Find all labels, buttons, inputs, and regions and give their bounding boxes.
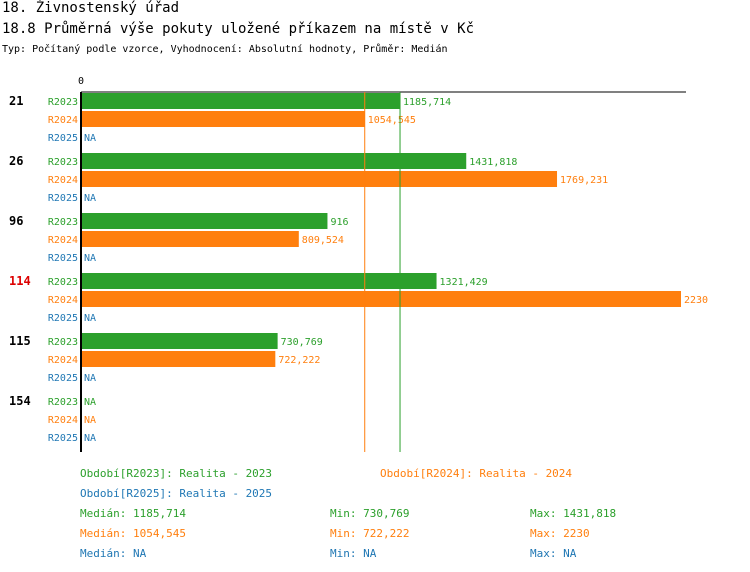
- series-label: R2023: [48, 337, 78, 348]
- legend-min-r2024: Min: 722,222: [330, 527, 410, 540]
- legend-median-r2024: Medián: 1054,545: [80, 527, 186, 540]
- data-label: NA: [84, 193, 96, 204]
- bar: [81, 273, 437, 289]
- data-label: NA: [84, 433, 96, 444]
- data-label: NA: [84, 373, 96, 384]
- bar: [81, 333, 278, 349]
- data-label: 809,524: [302, 235, 344, 246]
- data-label: 2230: [684, 295, 708, 306]
- bar: [81, 93, 401, 109]
- legend-period-r2024: Období[R2024]: Realita - 2024: [380, 467, 573, 480]
- legend-median-r2025: Medián: NA: [80, 547, 147, 560]
- data-label: 722,222: [278, 355, 320, 366]
- chart-meta: Typ: Počítaný podle vzorce, Vyhodnocení:…: [2, 44, 448, 55]
- legend-max-r2023: Max: 1431,818: [530, 507, 617, 520]
- series-label: R2023: [48, 397, 78, 408]
- data-label: 916: [330, 217, 348, 228]
- legend-median-r2023: Medián: 1185,714: [80, 507, 186, 520]
- series-label: R2025: [48, 193, 78, 204]
- bar: [81, 111, 365, 127]
- bar: [81, 231, 299, 247]
- legend-period-r2025: Období[R2025]: Realita - 2025: [80, 487, 273, 500]
- bar: [81, 213, 328, 229]
- series-label: R2024: [48, 295, 78, 306]
- group-label: 96: [9, 214, 23, 228]
- series-label: R2023: [48, 217, 78, 228]
- data-label: NA: [84, 415, 96, 426]
- data-label: NA: [84, 397, 96, 408]
- series-label: R2023: [48, 157, 78, 168]
- series-label: R2025: [48, 433, 78, 444]
- data-label: NA: [84, 313, 96, 324]
- group-label: 21: [9, 94, 23, 108]
- series-label: R2025: [48, 253, 78, 264]
- bar: [81, 351, 276, 367]
- legend-max-r2024: Max: 2230: [530, 527, 590, 540]
- series-label: R2025: [48, 133, 78, 144]
- series-label: R2024: [48, 115, 78, 126]
- series-label: R2023: [48, 97, 78, 108]
- legend-min-r2023: Min: 730,769: [330, 507, 410, 520]
- legend-min-r2025: Min: NA: [330, 547, 377, 560]
- bar: [81, 171, 558, 187]
- legend-period-r2023: Období[R2023]: Realita - 2023: [80, 467, 273, 480]
- group-label: 115: [9, 334, 31, 348]
- series-label: R2025: [48, 373, 78, 384]
- data-label: 1054,545: [368, 115, 416, 126]
- group-label: 154: [9, 394, 31, 408]
- bar: [81, 153, 467, 169]
- chart-title: 18.8 Průměrná výše pokuty uložené příkaz…: [2, 21, 475, 37]
- series-label: R2025: [48, 313, 78, 324]
- data-label: 1431,818: [469, 157, 517, 168]
- data-label: 1185,714: [403, 97, 451, 108]
- series-label: R2024: [48, 355, 78, 366]
- group-label: 114: [9, 274, 31, 288]
- group-label: 26: [9, 154, 23, 168]
- data-label: 1321,429: [440, 277, 488, 288]
- axis-zero-label: 0: [78, 76, 84, 87]
- series-label: R2024: [48, 235, 78, 246]
- data-label: NA: [84, 133, 96, 144]
- data-label: NA: [84, 253, 96, 264]
- data-label: 1769,231: [560, 175, 608, 186]
- series-label: R2024: [48, 415, 78, 426]
- bar: [81, 291, 681, 307]
- series-label: R2023: [48, 277, 78, 288]
- legend-max-r2025: Max: NA: [530, 547, 577, 560]
- series-label: R2024: [48, 175, 78, 186]
- page-title: 18. Živnostenský úřad: [2, 0, 180, 16]
- data-label: 730,769: [281, 337, 323, 348]
